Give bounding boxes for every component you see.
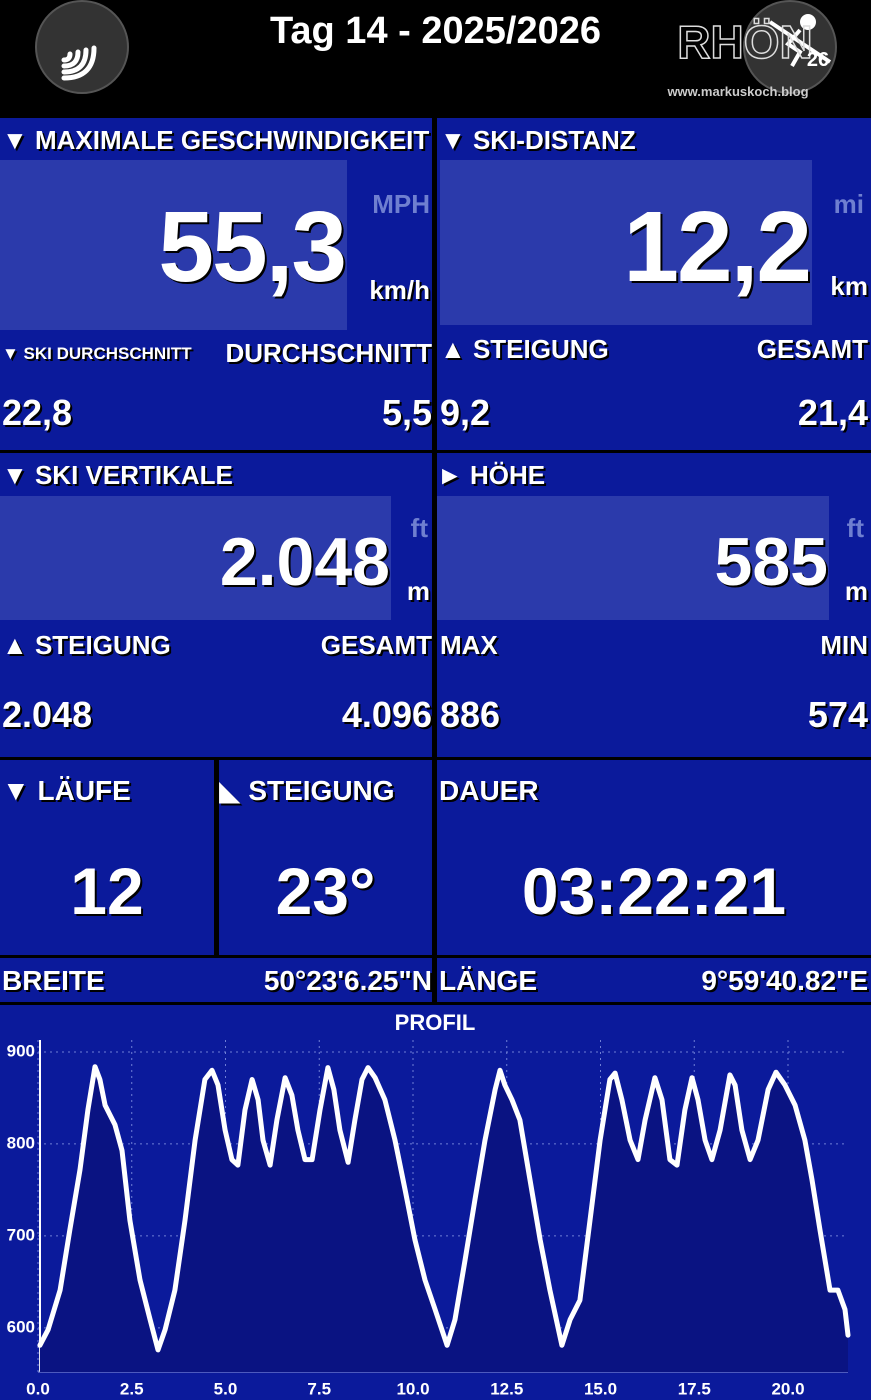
unit: m [844, 576, 868, 606]
label: LÄNGE [439, 965, 537, 996]
stat: 21,4 [797, 392, 868, 433]
x-tick-label: 20.0 [771, 1379, 804, 1398]
label: MIN [820, 630, 868, 660]
coordinate: 50°23'6.25"N [263, 965, 432, 996]
label: GESAMT [320, 630, 432, 660]
logo-badge: 26 [807, 49, 829, 71]
label: ▼ SKI DURCHSCHNITT [2, 344, 192, 363]
x-tick-label: 12.5 [490, 1379, 523, 1398]
x-tick-label: 2.5 [120, 1379, 144, 1398]
unit-alt: mi [833, 189, 864, 219]
stat: 2.048 [2, 694, 93, 735]
stat: 22,8 [2, 392, 73, 433]
unit: m [406, 576, 430, 606]
panel-title: ▼ SKI VERTIKALE [2, 460, 233, 490]
y-tick-label: 800 [7, 1133, 35, 1152]
stat: 5,5 [381, 392, 432, 433]
unit: km/h [369, 275, 430, 305]
y-tick-label: 600 [7, 1317, 35, 1336]
panel-title: ▼ LÄUFE [2, 775, 131, 806]
value: 23° [275, 854, 376, 928]
unit-alt: MPH [372, 189, 430, 219]
x-tick-label: 10.0 [396, 1379, 429, 1398]
panel [0, 760, 214, 955]
value: 585 [714, 524, 828, 600]
x-tick-label: 5.0 [214, 1379, 238, 1398]
menu-button[interactable] [35, 0, 129, 94]
stat: 9,2 [440, 392, 491, 433]
panel-title: ▼ MAXIMALE GESCHWINDIGKEIT [2, 125, 430, 155]
unit: km [830, 271, 868, 301]
value-box [437, 496, 829, 620]
line [37, 1064, 851, 1353]
y-tick-label: 900 [7, 1041, 35, 1060]
value: 12 [70, 854, 144, 928]
stat: 574 [807, 694, 868, 735]
stat: 886 [440, 694, 501, 735]
top-bar: RHÖN 26 www.markuskoch.blog [35, 0, 837, 99]
panel [219, 760, 432, 955]
skier-icon [768, 14, 832, 67]
panel-title: DAUER [439, 775, 539, 806]
panel-title: ► HÖHE [437, 460, 546, 490]
x-tick-label: 7.5 [307, 1379, 331, 1398]
value: 55,3 [158, 191, 347, 303]
label: GESAMT [756, 334, 868, 364]
panel [0, 958, 432, 1002]
value: 03:22:21 [521, 854, 787, 928]
label: BREITE [2, 965, 105, 996]
y-tick-label: 700 [7, 1225, 35, 1244]
value: 2.048 [219, 524, 390, 600]
value-box [0, 160, 347, 330]
chart-title: PROFIL [395, 1010, 476, 1035]
label: MAX [440, 630, 498, 660]
page-title: Tag 14 - 2025/2026 [270, 10, 601, 52]
panel [437, 958, 871, 1002]
value-box [440, 160, 812, 325]
profile-chart: PROFIL 600 700 800 900 0.0 2.5 5.0 7.5 10.0 12.5 1… [0, 1005, 871, 1400]
area [39, 1066, 848, 1372]
label: ▲ STEIGUNG [2, 630, 171, 660]
label: DURCHSCHNITT [225, 338, 432, 368]
value: 12,2 [623, 191, 812, 303]
panel [437, 760, 871, 955]
stat: 4.096 [341, 694, 432, 735]
logo-name: RHÖN [677, 16, 812, 68]
value-box [0, 496, 391, 620]
signal-icon [61, 45, 97, 81]
panel-title: ▼ SKI-DISTANZ [440, 125, 636, 155]
coordinate: 9°59'40.82"E [701, 965, 868, 996]
x-tick-label: 0.0 [26, 1379, 50, 1398]
label: ▲ STEIGUNG [440, 334, 609, 364]
unit-alt: ft [846, 513, 864, 543]
x-tick-label: 17.5 [678, 1379, 711, 1398]
panel-title: ◣ STEIGUNG [219, 775, 395, 806]
logo-url: www.markuskoch.blog [666, 84, 808, 99]
unit-alt: ft [410, 513, 428, 543]
x-tick-label: 15.0 [584, 1379, 617, 1398]
